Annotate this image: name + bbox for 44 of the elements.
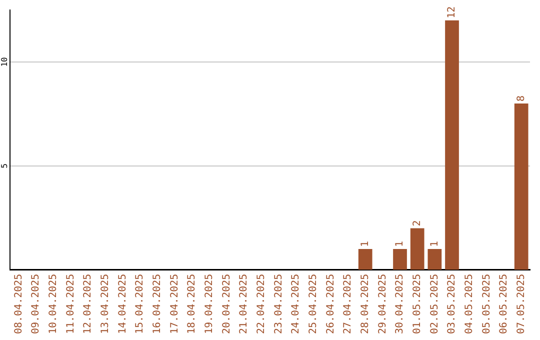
x-tick-label: 24.04.2025 [290, 274, 302, 334]
y-tick-label: 10 [0, 56, 10, 67]
x-tick-label: 19.04.2025 [204, 274, 215, 334]
x-tick-label: 13.04.2025 [100, 274, 111, 334]
bar [514, 104, 528, 270]
x-tick-label: 16.04.2025 [152, 274, 163, 334]
x-tick-label: 05.05.2025 [481, 274, 492, 334]
x-tick-label: 30.04.2025 [394, 274, 406, 334]
x-tick-label: 15.04.2025 [134, 274, 146, 334]
x-tick-label: 02.05.2025 [429, 274, 440, 334]
x-tick-label: 10.04.2025 [48, 274, 59, 334]
bar [445, 20, 459, 270]
x-tick-label: 22.04.2025 [256, 274, 267, 334]
x-tick-label: 01.05.2025 [412, 274, 423, 334]
data-label: 8 [516, 95, 527, 102]
x-tick-label: 21.04.2025 [238, 274, 250, 334]
x-tick-label: 14.04.2025 [117, 274, 128, 334]
x-tick-label: 03.05.2025 [446, 274, 458, 334]
x-tick-label: 23.04.2025 [273, 274, 284, 334]
x-tick-label: 11.04.2025 [65, 274, 76, 334]
x-tick-label: 06.05.2025 [498, 274, 510, 334]
bar [358, 249, 372, 270]
bar [428, 249, 442, 270]
x-tick-label: 25.04.2025 [308, 274, 319, 334]
x-tick-label: 28.04.2025 [360, 274, 371, 334]
x-tick-label: 08.04.2025 [13, 274, 24, 334]
x-tick-label: 09.04.2025 [30, 274, 42, 334]
x-tick-label: 17.04.2025 [169, 274, 180, 334]
data-label: 2 [412, 220, 423, 226]
x-tick-label: 20.04.2025 [221, 274, 232, 334]
x-tick-label: 07.05.2025 [516, 274, 527, 334]
bar [410, 228, 424, 270]
data-label: 1 [429, 240, 440, 248]
x-tick-label: 12.04.2025 [82, 274, 94, 334]
x-tick-label: 29.04.2025 [377, 274, 388, 334]
x-tick-label: 27.04.2025 [342, 274, 354, 334]
x-tick-label: 04.05.2025 [464, 274, 475, 334]
data-label: 1 [394, 240, 406, 248]
data-label: 12 [446, 6, 458, 18]
y-tick-label: 5 [0, 163, 10, 168]
x-tick-label: 18.04.2025 [186, 274, 198, 334]
x-tick-label: 26.04.2025 [325, 274, 336, 334]
data-label: 1 [360, 240, 371, 248]
bar [393, 249, 407, 270]
